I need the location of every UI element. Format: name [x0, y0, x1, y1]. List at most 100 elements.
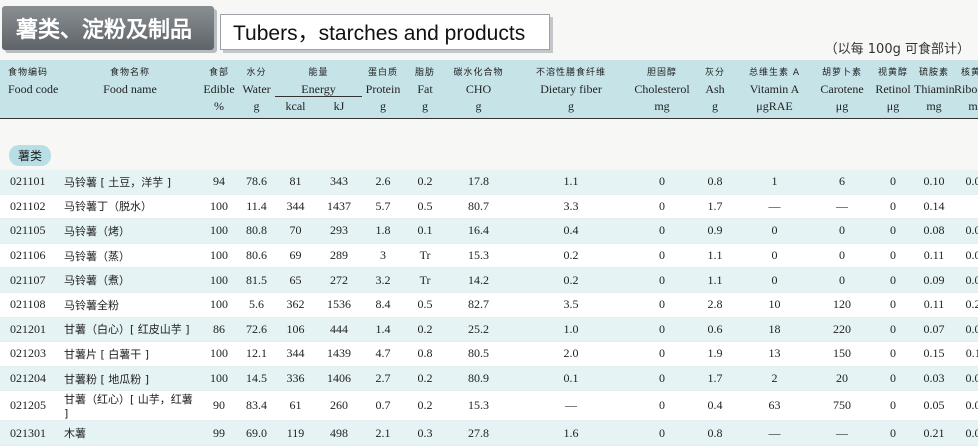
cell-cho: 80.9: [446, 366, 512, 392]
cell-ash: 0.8: [693, 420, 738, 446]
cell-edible: 100: [200, 292, 238, 318]
cell-water: 14.5: [238, 366, 275, 392]
cell-kcal: 336: [275, 366, 316, 392]
cell-water: 5.6: [238, 292, 275, 318]
cell-code: 021105: [0, 218, 60, 244]
header-unit-thiamin: mg: [926, 99, 942, 113]
header-unit-cholesterol: mg: [654, 99, 670, 113]
cell-protein: 1.8: [362, 218, 405, 244]
header-unit-carotene: μg: [835, 99, 849, 113]
cell-edible: 100: [200, 366, 238, 392]
header-cn-water: 水分: [246, 68, 267, 78]
cell-chol: 0: [631, 218, 694, 244]
cell-retinol: 0: [872, 341, 915, 367]
cell-fat: 0.2: [404, 390, 447, 422]
cell-fat: 0.2: [404, 366, 447, 392]
cell-ash: 0.4: [693, 390, 738, 422]
cell-water: 81.5: [238, 267, 275, 293]
cell-riboflavin: 0.01: [954, 218, 978, 244]
header-en-cholesterol: Cholesterol: [634, 82, 690, 96]
cell-retinol: 0: [872, 243, 915, 269]
nutrition-table: 食物编码 食物名称 食部 水分 能量 蛋白质 脂肪 碳水化合物 不溶性膳食纤维 胆固醇 灰分 总维生素…: [0, 60, 978, 446]
cell-riboflavin: 0.02: [954, 170, 978, 195]
table-header: 食物编码 食物名称 食部 水分 能量 蛋白质 脂肪 碳水化合物 不溶性膳食纤维 胆固醇 灰分 总维生素…: [0, 60, 978, 119]
cell-kj: 289: [316, 243, 363, 269]
cell-fiber: 1.0: [511, 317, 632, 343]
cell-protein: 0.7: [362, 390, 405, 422]
table-row: 021203 甘薯片 [ 白薯干 ] 100 12.1 344 1439 4.7 0.8 80.…: [0, 341, 978, 367]
cell-fiber: 2.0: [511, 341, 632, 367]
header-en-fat: Fat: [417, 82, 433, 96]
cell-vita: 13: [737, 341, 813, 367]
header-cn-retinol: 视黄醇: [878, 68, 909, 78]
header-en-riboflavin: Riboflavin: [954, 82, 978, 96]
cell-chol: 0: [631, 366, 694, 392]
cell-kj: 272: [316, 267, 363, 293]
cell-thiamin: 0.11: [914, 243, 955, 269]
cell-fat: 0.2: [404, 317, 447, 343]
cell-fat: 0.5: [404, 194, 447, 220]
header-cn-riboflavin: 核黄素: [961, 68, 978, 78]
cell-vita: —: [737, 194, 813, 220]
header-unit-water: g: [253, 99, 260, 113]
header-cn-energy: 能量: [308, 68, 329, 78]
table-row: 021101 马铃薯 [ 土豆，洋芋 ] 94 78.6 81 343 2.6 0.2 17.8…: [0, 170, 978, 195]
header-en-thiamin: Thiamin: [914, 82, 955, 96]
cell-kj: 343: [316, 170, 363, 195]
cell-fiber: 0.1: [511, 366, 632, 392]
cell-ash: 2.8: [693, 292, 738, 318]
section-title-english: Tubers，starches and products: [220, 14, 550, 50]
cell-name: 马铃薯（蒸）: [60, 243, 200, 269]
header-unit-vitamin-a: μgRAE: [756, 99, 793, 113]
cell-name: 甘薯片 [ 白薯干 ]: [60, 341, 200, 367]
cell-code: 021204: [0, 366, 60, 392]
cell-cho: 27.8: [446, 420, 512, 446]
header-unit-cho: g: [475, 99, 482, 113]
cell-kj: 1406: [316, 366, 363, 392]
cell-cho: 80.7: [446, 194, 512, 220]
cell-water: 83.4: [238, 390, 275, 422]
header-cn-vitamin-a: 总维生素 A: [749, 68, 801, 78]
cell-name: 马铃薯（烤）: [60, 218, 200, 244]
cell-fat: Tr: [404, 243, 447, 269]
cell-name: 木薯: [60, 420, 200, 446]
cell-carotene: —: [812, 420, 873, 446]
cell-edible: 100: [200, 218, 238, 244]
header-unit-dietary-fiber: g: [568, 99, 575, 113]
cell-cho: 25.2: [446, 317, 512, 343]
cell-protein: 5.7: [362, 194, 405, 220]
cell-edible: 99: [200, 420, 238, 446]
cell-code: 021102: [0, 194, 60, 220]
header-cn-cholesterol: 胆固醇: [647, 68, 678, 78]
cell-chol: 0: [631, 170, 694, 195]
cell-kj: 293: [316, 218, 363, 244]
nutrition-table-container: 食物编码 食物名称 食部 水分 能量 蛋白质 脂肪 碳水化合物 不溶性膳食纤维 胆固醇 灰分 总维生素…: [0, 60, 978, 446]
cell-chol: 0: [631, 390, 694, 422]
cell-thiamin: 0.08: [914, 218, 955, 244]
header-en-vitamin-a: Vitamin A: [749, 82, 800, 96]
cell-water: 80.8: [238, 218, 275, 244]
cell-name: 甘薯粉 [ 地瓜粉 ]: [60, 366, 200, 392]
table-row: 021106 马铃薯（蒸） 100 80.6 69 289 3 Tr 15.3 0.2 0 1.1 0 0…: [0, 243, 978, 269]
cell-edible: 100: [200, 243, 238, 269]
cell-edible: 100: [200, 194, 238, 220]
cell-name: 甘薯（白心）[ 红皮山芋 ]: [60, 317, 200, 343]
cell-kj: 260: [316, 390, 363, 422]
cell-fat: 0.1: [404, 218, 447, 244]
header-cn-food-code: 食物编码: [8, 68, 49, 78]
header-en-carotene: Carotene: [820, 82, 864, 96]
cell-water: 80.6: [238, 243, 275, 269]
cell-thiamin: 0.10: [914, 170, 955, 195]
cell-cho: 16.4: [446, 218, 512, 244]
header-cn-thiamin: 硫胺素: [919, 68, 950, 78]
cell-name: 马铃薯丁（脱水）: [60, 194, 200, 220]
cell-chol: 0: [631, 194, 694, 220]
header-cn-protein: 蛋白质: [368, 68, 399, 78]
header-unit-riboflavin: mg: [968, 99, 978, 113]
cell-riboflavin: 0.05: [954, 366, 978, 392]
cell-cho: 17.8: [446, 170, 512, 195]
cell-fiber: 1.6: [511, 420, 632, 446]
cell-fiber: 0.2: [511, 267, 632, 293]
cell-code: 021301: [0, 420, 60, 446]
cell-water: 69.0: [238, 420, 275, 446]
